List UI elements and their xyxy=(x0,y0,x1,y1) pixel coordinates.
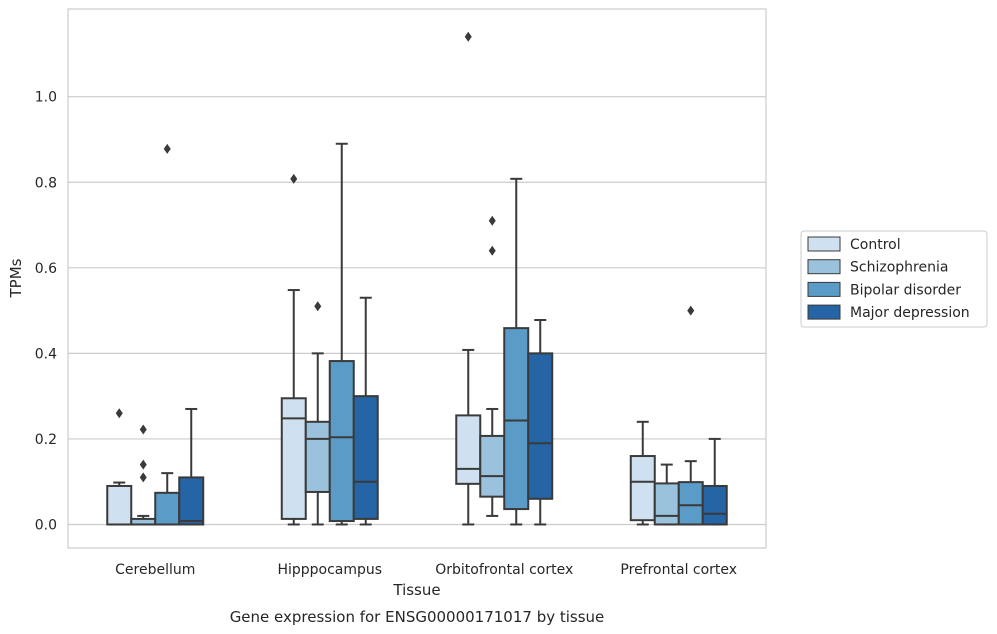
x-tick-label: Cerebellum xyxy=(115,562,195,578)
box xyxy=(503,177,530,526)
y-tick-label: 0.4 xyxy=(35,346,57,362)
legend-frame xyxy=(800,230,988,328)
outlier-point xyxy=(290,173,298,184)
box-body xyxy=(629,455,656,522)
series-control xyxy=(106,31,656,526)
box xyxy=(677,305,704,526)
series-schizophrenia xyxy=(130,215,680,526)
x-tick-label: Prefrontal cortex xyxy=(620,562,737,578)
box-body xyxy=(455,414,482,485)
y-tick-label: 0.8 xyxy=(35,175,57,191)
box-body xyxy=(304,420,331,493)
box-body xyxy=(677,481,704,526)
x-tick-label: Hipppocampus xyxy=(277,562,382,578)
box-body xyxy=(280,397,307,520)
y-tick-label: 0.6 xyxy=(35,261,57,277)
legend: Control Schizophrenia Bipolar disorder Majo… xyxy=(800,230,988,328)
outlier-point xyxy=(314,301,322,312)
outlier-point xyxy=(687,305,695,316)
outlier-point xyxy=(488,245,496,256)
box xyxy=(178,407,205,526)
outlier-point xyxy=(139,472,147,483)
box xyxy=(629,420,656,526)
x-tick-label: Orbitofrontal cortex xyxy=(435,562,573,578)
chart-caption: Gene expression for ENSG00000171017 by t… xyxy=(230,608,605,626)
box-body xyxy=(503,327,530,511)
legend-item: Schizophrenia xyxy=(807,259,948,276)
legend-label: Control xyxy=(850,237,901,253)
y-axis-label: TPMs xyxy=(7,258,25,298)
box-body xyxy=(479,434,506,498)
box-series xyxy=(106,31,728,526)
outlier-point xyxy=(488,215,496,226)
y-tick-label: 1.0 xyxy=(35,90,57,106)
box-body xyxy=(701,484,728,526)
box xyxy=(280,173,307,526)
box xyxy=(304,301,331,526)
legend-label: Schizophrenia xyxy=(850,260,948,276)
outlier-point xyxy=(139,424,147,435)
legend-swatch xyxy=(807,236,841,252)
outlier-point xyxy=(163,143,171,154)
box xyxy=(455,31,482,526)
box-body xyxy=(154,491,181,526)
legend-item: Bipolar disorder xyxy=(807,281,961,298)
box xyxy=(352,296,379,526)
outlier-point xyxy=(115,408,123,419)
box-body xyxy=(527,352,554,500)
box xyxy=(527,318,554,526)
plot-frame xyxy=(67,8,767,549)
outlier-point xyxy=(139,459,147,470)
box xyxy=(479,215,506,517)
legend-swatch xyxy=(807,259,841,275)
box xyxy=(701,437,728,526)
y-tick-label: 0.0 xyxy=(35,517,57,533)
x-tick-labels: Cerebellum Hipppocampus Orbitofrontal cort… xyxy=(115,562,737,578)
legend-swatch xyxy=(807,281,841,297)
box-body xyxy=(352,395,379,520)
box-body xyxy=(178,476,205,526)
box-body xyxy=(328,360,355,523)
box xyxy=(106,408,133,526)
box xyxy=(328,142,355,526)
legend-label: Major depression xyxy=(850,305,970,321)
legend-label: Bipolar disorder xyxy=(850,282,961,298)
legend-item: Control xyxy=(807,236,901,253)
legend-item: Major depression xyxy=(807,304,970,321)
box xyxy=(154,143,181,526)
outlier-point xyxy=(464,31,472,42)
box xyxy=(653,463,680,526)
y-tick-labels: 0.0 0.2 0.4 0.6 0.8 1.0 xyxy=(35,90,57,534)
series-bipolar-disorder xyxy=(154,142,704,526)
legend-swatch xyxy=(807,304,841,320)
x-axis-label: Tissue xyxy=(392,581,440,599)
box-body xyxy=(653,482,680,526)
box-body xyxy=(106,484,133,526)
y-tick-label: 0.2 xyxy=(35,432,57,448)
series-major-depression xyxy=(178,296,728,526)
grid-lines xyxy=(68,96,766,526)
